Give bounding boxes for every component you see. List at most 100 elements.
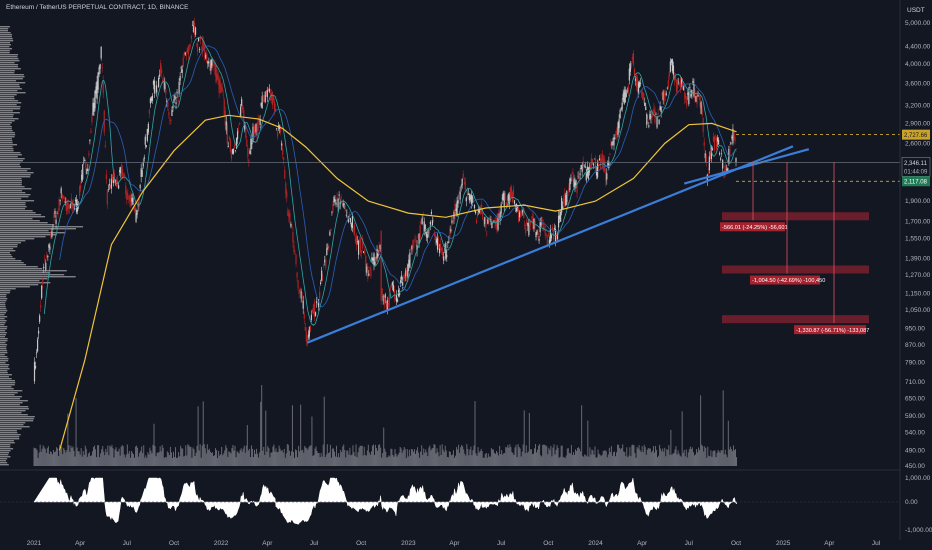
volume-bar: [504, 453, 506, 466]
candle-body: [133, 206, 135, 210]
volume-profile-bar: [0, 460, 7, 462]
trendline-1: [306, 145, 794, 344]
volume-bar: [86, 456, 88, 466]
volume-bar: [593, 454, 595, 466]
volume-bar: [687, 452, 689, 466]
candle-body: [361, 250, 363, 254]
candle-body: [407, 264, 409, 277]
volume-bar: [444, 445, 446, 466]
volume-bar: [418, 452, 420, 466]
volume-profile-bar: [0, 254, 12, 256]
volume-bar: [135, 446, 137, 466]
candle-body: [549, 229, 551, 243]
candle-body: [174, 95, 176, 99]
volume-bar: [700, 395, 702, 466]
ema200-line: [59, 114, 737, 451]
candle-body: [606, 173, 608, 180]
volume-bar: [235, 457, 237, 466]
candle-body: [521, 209, 523, 215]
candle-body: [505, 202, 507, 205]
candle-body: [36, 339, 39, 352]
candle-body: [74, 199, 77, 202]
volume-bar: [211, 452, 213, 466]
candle-body: [370, 268, 372, 277]
candle-body: [132, 197, 134, 205]
volume-bar: [528, 412, 530, 466]
volume-bar: [393, 456, 395, 466]
volume-bar: [357, 452, 359, 466]
volume-bar: [729, 446, 731, 466]
candle-body: [584, 166, 586, 168]
volume-bar: [75, 397, 77, 466]
volume-bar: [251, 448, 253, 466]
candle-body: [226, 125, 228, 145]
candle-body: [155, 85, 158, 93]
current-price-tag: 2,346.11: [904, 161, 928, 167]
volume-profile-bar: [0, 76, 25, 78]
volume-bar: [502, 454, 504, 466]
volume-bar: [662, 448, 664, 466]
volume-profile-bar: [0, 148, 14, 150]
volume-bar: [350, 455, 352, 466]
volume-bar: [556, 445, 558, 466]
candle-body: [365, 255, 367, 272]
y-tick-label: 1,900.00: [905, 198, 931, 205]
candle-body: [681, 78, 683, 84]
volume-bar: [160, 451, 162, 466]
candle-body: [162, 80, 164, 83]
candle-body: [166, 100, 168, 104]
candle-body: [366, 266, 368, 273]
candle-body: [62, 195, 64, 199]
volume-profile-bar: [0, 458, 8, 460]
candle-body: [734, 136, 736, 142]
candle-body: [138, 196, 140, 207]
volume-bar: [587, 420, 589, 466]
volume-bar: [186, 455, 188, 466]
volume-bar: [433, 444, 435, 466]
volume-profile-bar: [0, 332, 7, 334]
volume-bar: [36, 450, 38, 466]
volume-bar: [223, 453, 225, 466]
candle-body: [276, 131, 279, 137]
y-tick-label: 2,900.00: [905, 120, 931, 127]
candle-body: [580, 165, 582, 170]
volume-bar: [57, 448, 59, 466]
candle-body: [610, 143, 612, 146]
volume-bar: [166, 451, 168, 466]
candle-body: [244, 123, 246, 130]
x-tick-label: Apr: [262, 540, 273, 547]
volume-bar: [415, 453, 417, 466]
volume-bar: [286, 444, 288, 466]
candle-body: [59, 199, 61, 201]
candle-body: [347, 216, 349, 223]
candle-body: [387, 303, 389, 308]
candle-body: [615, 131, 617, 135]
candle-body: [141, 170, 143, 177]
candle-body: [693, 83, 695, 97]
candle-body: [460, 186, 462, 187]
candle-body: [126, 192, 128, 201]
volume-bar: [720, 450, 722, 466]
volume-profile-bar: [0, 402, 23, 404]
candle-body: [382, 295, 384, 302]
volume-bar: [365, 455, 367, 466]
x-tick-label: 2023: [401, 540, 416, 547]
candle-body: [357, 241, 360, 255]
candle-body: [222, 94, 224, 96]
volume-bar: [115, 447, 117, 466]
candle-body: [118, 185, 120, 189]
y-tick-label: 950.00: [905, 326, 925, 333]
volume-bar: [381, 457, 383, 466]
volume-bar: [667, 449, 669, 466]
candle-body: [697, 94, 699, 97]
volume-bar: [67, 413, 69, 466]
candle-body: [533, 218, 535, 229]
candle-body: [502, 192, 504, 201]
candle-body: [623, 91, 625, 104]
candle-body: [107, 188, 109, 190]
volume-bar: [117, 451, 119, 466]
volume-bar: [705, 447, 707, 466]
volume-profile-bar: [0, 318, 5, 320]
volume-bar: [85, 448, 87, 466]
candle-body: [192, 25, 195, 32]
